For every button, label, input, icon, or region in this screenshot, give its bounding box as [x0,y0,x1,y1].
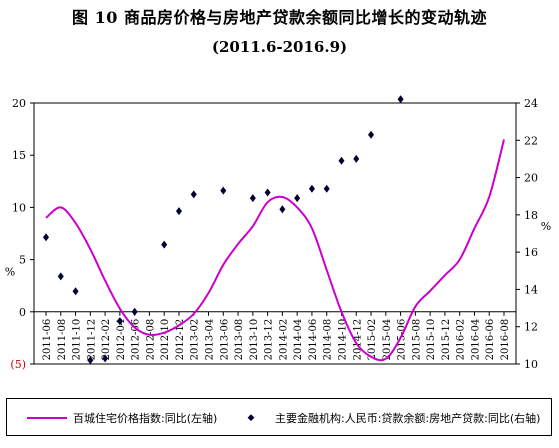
x-axis-tick-label: 2016-08 [500,319,511,361]
x-axis-tick-label: 2011-12 [86,319,97,361]
housing-price-series-line [45,139,505,362]
x-axis-tick-label: 2011-08 [57,319,68,361]
legend-item-realestate-loans: ◆ 主要金融机构:人民币:贷款余额:房地产贷款:同比(右轴) [233,410,541,426]
left-axis-tick-label: 20 [12,97,26,110]
legend-label-housing-price: 百城住宅价格指数:同比(左轴) [73,412,218,425]
realestate-loan-point [368,130,375,139]
realestate-loan-point [102,354,109,363]
x-axis-tick-label: 2013-06 [219,319,230,361]
x-axis-tick-label: 2012-10 [160,319,171,361]
x-axis-tick-label: 2012-02 [101,319,112,361]
x-axis-tick-label: 2014-06 [308,319,319,361]
legend-label-realestate-loans: 主要金融机构:人民币:贷款余额:房地产贷款:同比(右轴) [275,412,541,425]
realestate-loan-point [249,194,256,203]
x-axis-tick-label: 2014-12 [352,319,363,361]
realestate-loan-point [220,186,227,195]
realestate-loan-point [72,287,79,296]
x-axis-tick-label: 2013-04 [205,319,216,361]
legend-line-marker [27,417,67,419]
right-axis-tick-label: 22 [524,134,538,147]
x-axis-tick-label: 2015-10 [426,319,437,361]
right-axis-tick-label: 10 [524,358,538,371]
right-axis-tick-label: 20 [524,172,538,185]
realestate-loan-point [131,307,138,316]
x-axis-tick-label: 2015-12 [441,319,452,361]
chart-plot: (5) 0 5 10 15 20% 10 12 14 16 18 20 22 24% 2011-06 2011… [5,95,551,371]
x-axis-tick-label: 2016-06 [485,319,496,361]
left-axis-tick-label: 15 [12,149,26,162]
realestate-loan-point [116,317,123,326]
right-axis-tick-label: 16 [524,246,538,259]
x-axis-tick-label: 2014-04 [293,319,304,361]
x-axis-tick-label: 2014-08 [323,319,334,361]
realestate-loan-point [308,184,315,193]
x-axis-tick-label: 2013-12 [264,319,275,361]
x-axis-tick-label: 2015-02 [367,319,378,361]
left-axis-label: % [5,265,15,278]
left-axis-tick-label: 5 [19,254,26,267]
realestate-loan-point [190,190,197,199]
realestate-loan-point [279,205,286,214]
x-axis-tick-label: 2012-12 [175,319,186,361]
left-axis-tick-label: (5) [10,358,26,371]
legend-item-housing-price: 百城住宅价格指数:同比(左轴) [27,410,217,426]
realestate-loan-point [323,184,330,193]
left-axis-tick-label: 0 [19,306,26,319]
chart-title: 图 10 商品房价格与房地产贷款余额同比增长的变动轨迹 [72,8,487,27]
x-axis-tick-label: 2013-08 [234,319,245,361]
realestate-loan-point [338,156,345,165]
right-axis-label: % [541,220,551,233]
x-axis-tick-label: 2015-08 [411,319,422,361]
x-axis-tick-label: 2012-08 [145,319,156,361]
right-axis-tick-label: 14 [524,283,538,296]
x-axis-tick-label: 2014-10 [337,319,348,361]
x-axis-tick-label: 2011-10 [72,319,83,361]
chart-legend: 百城住宅价格指数:同比(左轴) ◆ 主要金融机构:人民币:贷款余额:房地产贷款:… [6,398,552,436]
x-axis-tick-label: 2016-04 [470,319,481,361]
realestate-loan-point [87,356,94,365]
x-axis-tick-label: 2012-06 [131,319,142,361]
realestate-loan-point [43,233,49,242]
plot-frame [33,102,517,365]
x-axis-tick-label: 2013-02 [190,319,201,361]
realestate-loan-point [161,240,168,249]
x-axis-tick-label: 2013-10 [249,319,260,361]
right-axis-tick-label: 12 [524,321,538,334]
right-axis-tick-label: 24 [524,97,538,110]
right-axis-tick-label: 18 [524,209,538,222]
x-axis-tick-label: 2012-04 [116,319,127,361]
chart-subtitle: (2011.6-2016.9) [211,38,348,56]
realestate-loan-point [175,207,182,216]
left-axis-tick-label: 10 [12,201,26,214]
x-axis-tick-label: 2011-06 [42,319,53,361]
realestate-loan-point [264,188,271,197]
x-axis-tick-label: 2015-04 [382,319,393,361]
x-axis-tick-label: 2014-02 [278,319,289,361]
x-axis-tick-label: 2015-06 [397,319,408,361]
realestate-loan-point [294,194,301,203]
legend-diamond-marker: ◆ [247,413,255,423]
x-axis-tick-label: 2016-02 [456,319,467,361]
realestate-loan-point [353,154,360,163]
realestate-loan-point [57,272,64,281]
realestate-loan-point [397,95,404,104]
